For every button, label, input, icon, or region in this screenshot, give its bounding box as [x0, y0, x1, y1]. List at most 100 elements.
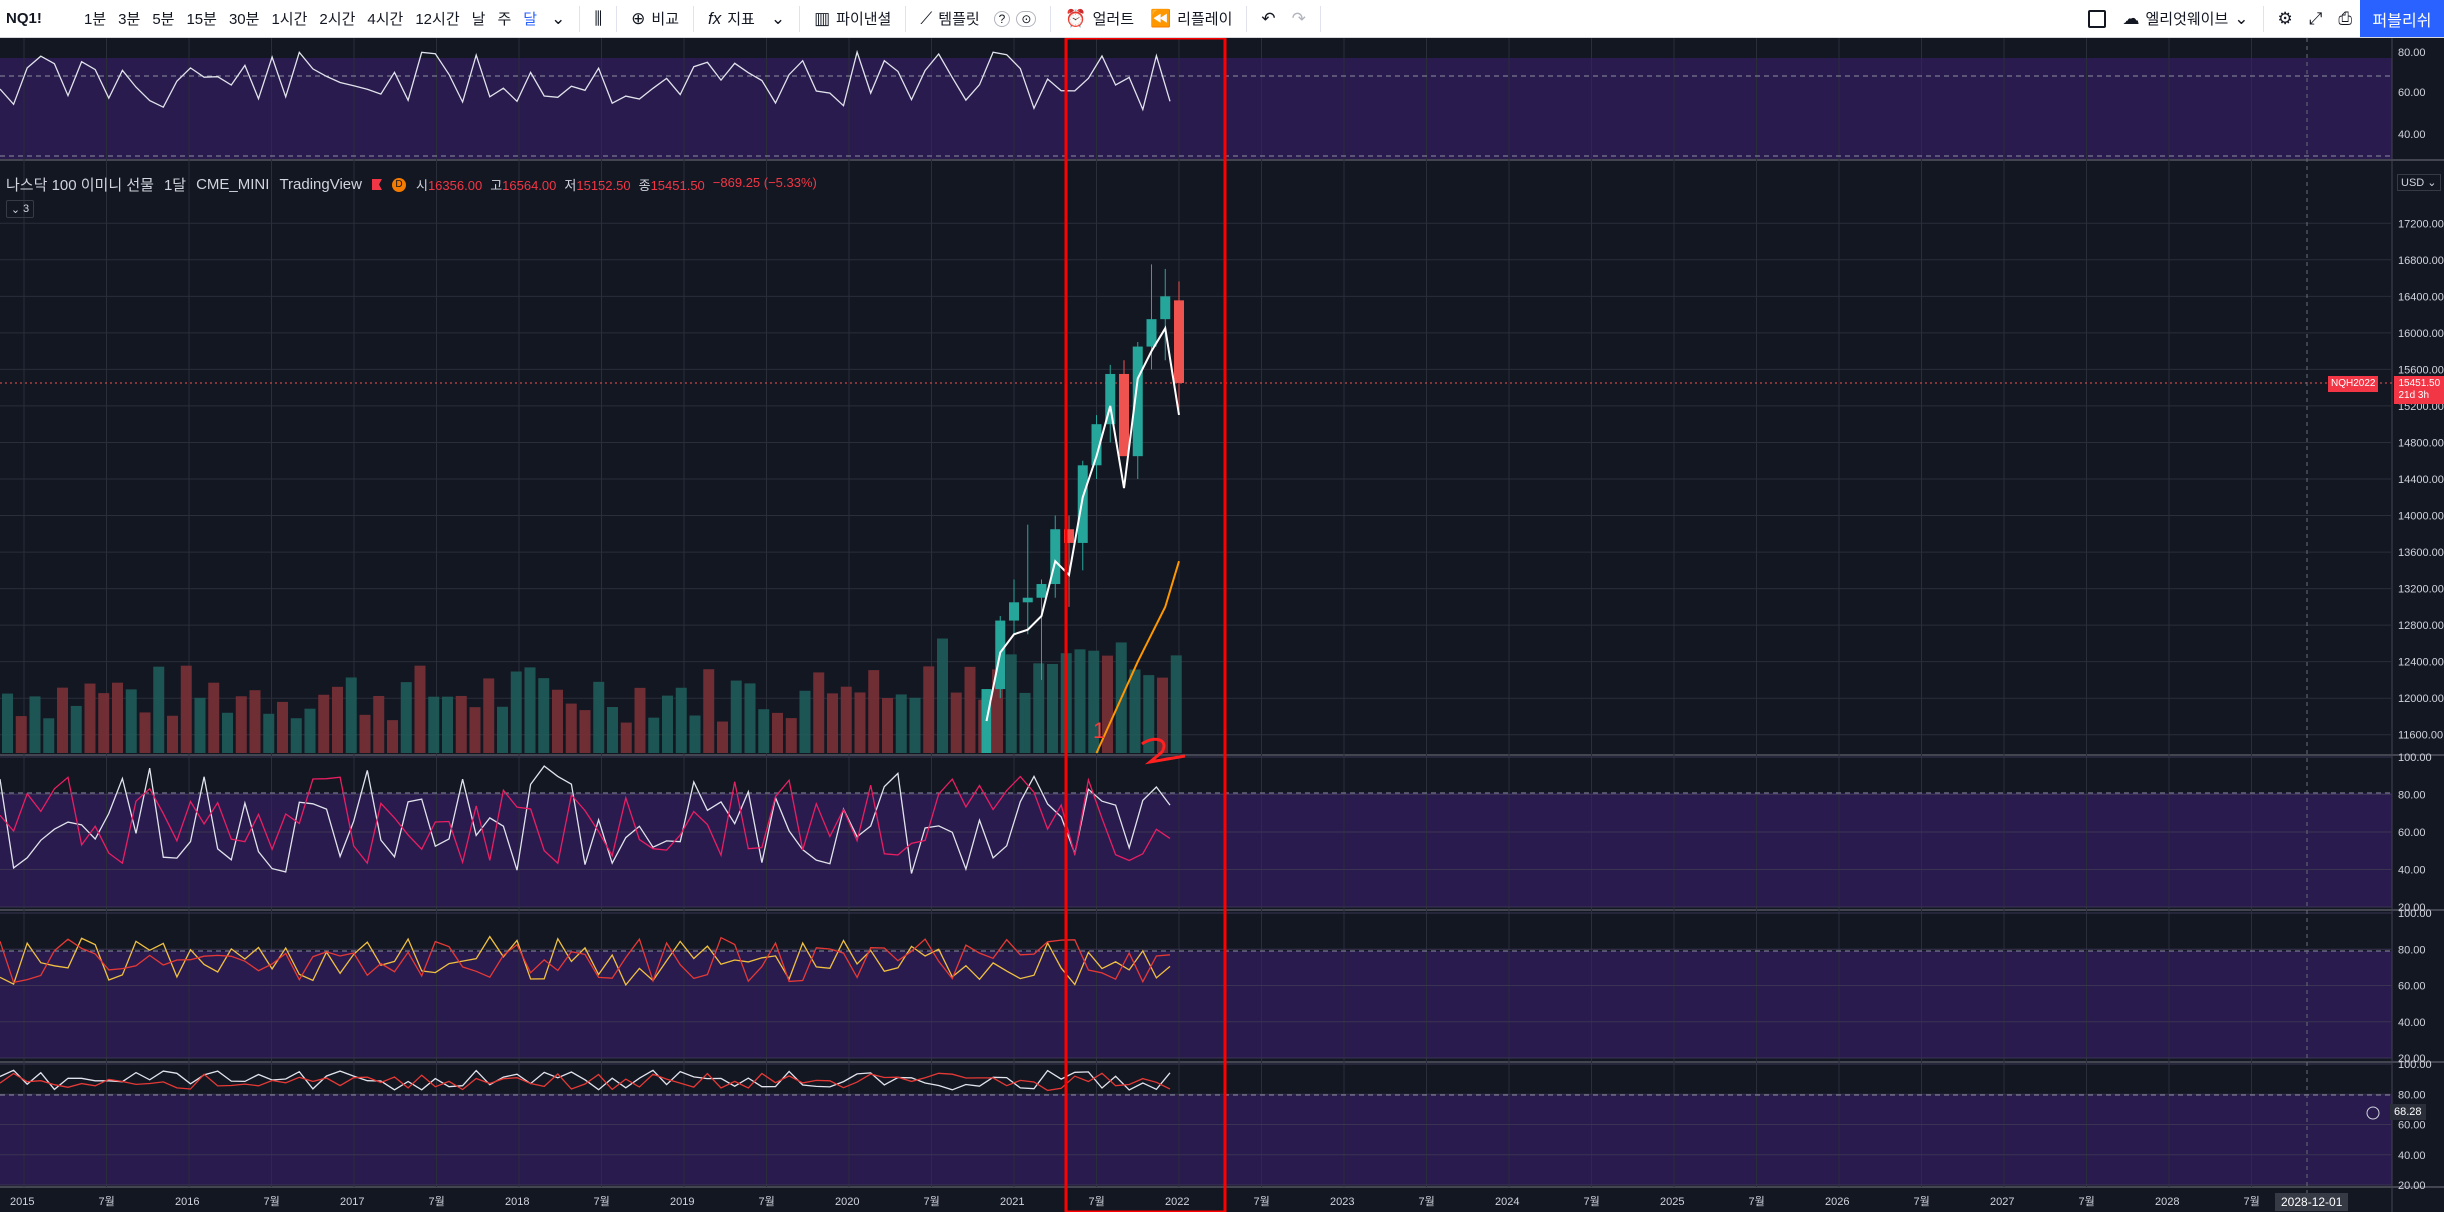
indicators-label: 지표 — [727, 11, 755, 28]
annotation-2-stroke[interactable] — [1141, 737, 1186, 765]
candle-body[interactable] — [1160, 296, 1171, 320]
gear-icon: ⚙ — [2277, 8, 2293, 28]
chevron-down-icon: ⌄ — [10, 203, 21, 216]
cloud-icon: ☁ — [2122, 8, 2140, 28]
crosshair-date-label: 2028-12-01 — [2275, 1193, 2349, 1211]
volume-bar — [785, 718, 797, 753]
chart-canvas[interactable]: 80.00 60.00 40.00 17200.00 16800.00 16400.00 1… — [0, 38, 2444, 1212]
candle-body[interactable] — [1091, 424, 1102, 466]
fx-icon: fx — [708, 8, 722, 28]
axis-tick-label: 80.00 — [2398, 944, 2426, 956]
candle-body[interactable] — [1146, 319, 1157, 347]
signal-line — [0, 1072, 1171, 1092]
indicators-button[interactable]: fx 지표 ⌄ — [700, 8, 793, 29]
ohlc-values: 시16356.00 고16564.00 저15152.50 종15451.50 … — [416, 175, 817, 194]
candle-body[interactable] — [1132, 346, 1143, 457]
timeframe-8[interactable]: 12시간 — [415, 11, 460, 28]
timeframe-dropdown[interactable]: ⌄ — [543, 9, 573, 29]
candle-body[interactable] — [1009, 602, 1019, 621]
volume-bar — [868, 670, 880, 753]
layout-label: 엘리엇웨이브 — [2145, 11, 2229, 28]
symbol-search[interactable]: NQ1! — [6, 10, 42, 27]
volume-bar — [689, 715, 701, 753]
redo-button[interactable]: ↷ — [1284, 9, 1314, 29]
legend-title: 나스닥 100 이미니 선물 — [6, 177, 154, 194]
indicator-line — [0, 1069, 1171, 1091]
timeframe-10[interactable]: 주 — [497, 11, 512, 28]
timeframe-7[interactable]: 4시간 — [367, 11, 404, 28]
time-axis[interactable]: 2015 7월 2016 7월 2017 7월 2018 7월 2019 7월 2020 7월 2021… — [10, 1195, 2260, 1208]
volume-bar — [387, 720, 398, 753]
compare-label: 비교 — [651, 11, 679, 28]
timeframe-1[interactable]: 3분 — [118, 11, 141, 28]
candle-body[interactable] — [1174, 300, 1184, 383]
axis-tick-label: 40.00 — [2398, 865, 2426, 877]
annotation-1[interactable]: 1 — [1093, 718, 1105, 743]
volume-bar — [332, 686, 343, 753]
settings-button[interactable]: ⚙ — [2270, 9, 2301, 29]
timeframe-11[interactable]: 달 — [523, 11, 538, 28]
volume-bar — [909, 697, 921, 753]
candle-body[interactable] — [1119, 373, 1129, 457]
volume-bar — [648, 717, 660, 753]
layout-button[interactable]: ☁ 엘리엇웨이브 ⌄ — [2114, 8, 2256, 29]
financials-button[interactable]: ▥ 파이낸셜 — [806, 8, 899, 29]
volume-bar — [43, 718, 55, 753]
volume-bar — [1019, 692, 1031, 753]
alert-button[interactable]: ⏰ 얼러트 — [1057, 8, 1142, 29]
axis-tick-label: 60.00 — [2398, 1120, 2426, 1132]
time-tick-label: 7월 — [924, 1195, 940, 1208]
snapshot-button[interactable]: ⎙ — [2330, 9, 2360, 29]
annotations[interactable]: 12 — [1064, 38, 1227, 1212]
axis-tick-label: 17200.00 — [2398, 218, 2444, 230]
timeframe-3[interactable]: 15분 — [186, 11, 217, 28]
volume-bar — [290, 718, 302, 753]
publish-button[interactable]: 퍼블리쉬 — [2360, 0, 2444, 37]
currency-selector[interactable]: USD ⌄ — [2397, 174, 2441, 191]
time-tick-label: 2018 — [505, 1196, 529, 1208]
timeframe-6[interactable]: 2시간 — [319, 11, 356, 28]
time-tick-label: 7월 — [429, 1195, 445, 1208]
templates-button[interactable]: ⟋ 템플릿? ⊙ — [912, 8, 1044, 29]
candle-body[interactable] — [1036, 584, 1047, 598]
chart-type-button[interactable]: ⫼ — [586, 9, 610, 29]
undo-button[interactable]: ↶ — [1253, 9, 1283, 29]
axis-tick-label: 14800.00 — [2398, 437, 2444, 449]
timeframe-0[interactable]: 1분 — [84, 11, 107, 28]
volume-bar — [813, 672, 825, 753]
fullscreen-button[interactable]: ⤢ — [2301, 9, 2331, 29]
flag-icon[interactable] — [371, 179, 382, 190]
candle-body[interactable] — [1050, 529, 1061, 585]
lock-icon: ⊙ — [1016, 10, 1037, 27]
legend-collapse-button[interactable]: ⌄ 3 — [6, 200, 34, 218]
candle-body[interactable] — [1077, 465, 1088, 543]
timeframe-5[interactable]: 1시간 — [271, 11, 308, 28]
delayed-badge[interactable]: D — [391, 177, 406, 192]
candle-body[interactable] — [1105, 373, 1116, 425]
time-tick-label: 2026 — [1825, 1196, 1849, 1208]
axis-tick-label: 80.00 — [2398, 47, 2426, 59]
indicator-line — [0, 935, 1171, 987]
volume-bar — [1088, 650, 1100, 753]
volume-bar — [992, 669, 1003, 753]
volume-bar — [235, 696, 247, 753]
replay-button[interactable]: ⏪ 리플레이 — [1142, 8, 1240, 29]
axis-tick-label: 14400.00 — [2398, 474, 2444, 486]
timeframe-4[interactable]: 30분 — [228, 11, 260, 28]
volume-bar — [1129, 669, 1141, 753]
timeframe-2[interactable]: 5분 — [152, 11, 175, 28]
compare-button[interactable]: ⊕ 비교 — [623, 8, 687, 29]
fullscreen-select-button[interactable] — [2080, 9, 2114, 28]
add-indicator-icon[interactable] — [2366, 1106, 2380, 1120]
axis-tick-label: 40.00 — [2398, 1017, 2426, 1029]
alarm-clock-icon: ⏰ — [1065, 8, 1087, 28]
highlight-rectangle[interactable] — [1064, 38, 1227, 1212]
time-tick-label: 7월 — [1089, 1195, 1105, 1208]
candle-body[interactable] — [1022, 597, 1033, 603]
axis-tick-label: 80.00 — [2398, 1089, 2426, 1101]
signal-line — [0, 936, 1171, 984]
timeframe-9[interactable]: 날 — [471, 11, 486, 28]
time-tick-label: 2015 — [10, 1196, 34, 1208]
candle-body[interactable] — [1064, 529, 1074, 543]
price-axis[interactable]: 80.00 60.00 40.00 17200.00 16800.00 16400.00 1… — [2366, 47, 2444, 1192]
